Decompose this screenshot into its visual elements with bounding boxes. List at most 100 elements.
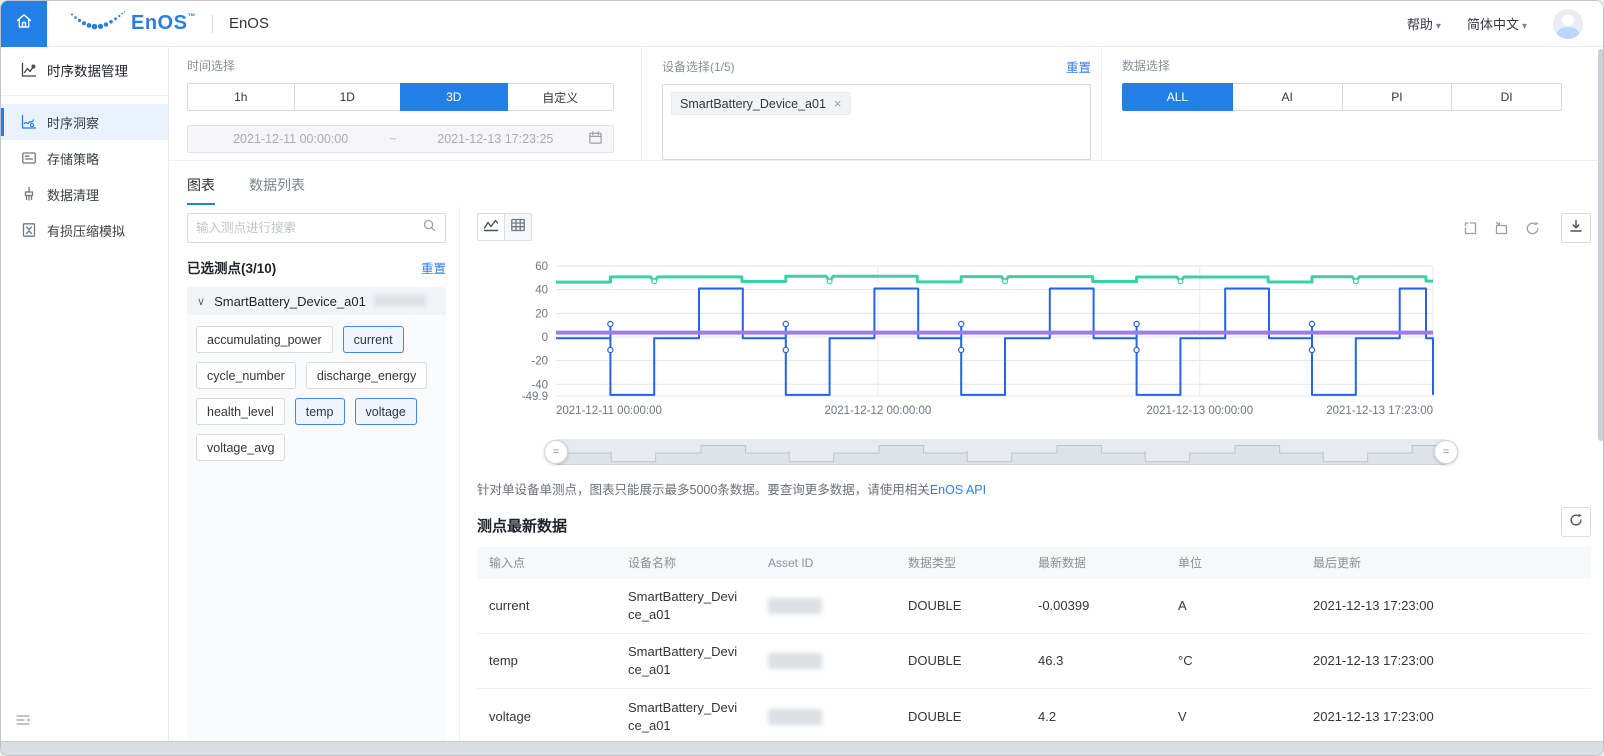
topbar-divider <box>211 14 213 33</box>
sidebar-item-3[interactable]: 数据清理 <box>1 176 168 212</box>
point-tag-health_level[interactable]: health_level <box>196 398 285 425</box>
sidebar-item-0[interactable]: 时序数据管理 <box>1 47 168 93</box>
device-select-box[interactable]: SmartBattery_Device_a01 × <box>662 84 1091 160</box>
cell-asset-id <box>756 708 896 725</box>
table-body: current SmartBattery_Device_a01 DOUBLE -0.0… <box>477 579 1591 743</box>
latest-data-title: 测点最新数据 <box>477 518 568 535</box>
point-tag-voltage_avg[interactable]: voltage_avg <box>196 434 286 461</box>
svg-text:2021-12-13 17:23:00: 2021-12-13 17:23:00 <box>1326 405 1433 417</box>
table-view-button[interactable] <box>504 213 532 241</box>
device-reset-link[interactable]: 重置 <box>1065 61 1091 75</box>
date-range-input[interactable]: 2021-12-11 00:00:00 ~ 2021-12-13 17:23:2… <box>187 125 614 153</box>
sidebar-item-2[interactable]: 存储策略 <box>1 140 168 176</box>
home-icon <box>14 11 34 36</box>
home-button[interactable] <box>1 1 47 47</box>
points-panel: 已选测点(3/10) 重置 ∨ SmartBattery_Device_a01 … <box>187 213 446 743</box>
redacted-text <box>373 295 426 307</box>
language-menu[interactable]: 简体中文 ▾ <box>1466 17 1527 32</box>
time-button-1h[interactable]: 1h <box>187 83 295 111</box>
brush-handle-left[interactable]: = <box>544 440 568 464</box>
tab-data-list[interactable]: 数据列表 <box>249 177 305 193</box>
time-button-1d[interactable]: 1D <box>293 83 401 111</box>
device-group-header[interactable]: ∨ SmartBattery_Device_a01 <box>187 287 446 315</box>
point-tag-cycle_number[interactable]: cycle_number <box>196 362 296 389</box>
time-button-3d[interactable]: 3D <box>400 83 508 111</box>
data-type-button-pi[interactable]: PI <box>1341 83 1453 111</box>
download-button[interactable] <box>1561 213 1591 243</box>
data-type-button-di[interactable]: DI <box>1451 83 1562 111</box>
download-icon <box>1568 218 1584 239</box>
redacted-asset-id <box>768 598 822 614</box>
line-chart-icon <box>483 217 499 238</box>
logo-trademark: ™ <box>187 12 196 21</box>
chart-brush: = = <box>544 439 1458 465</box>
data-type-button-group: ALL AI PI DI <box>1122 83 1562 111</box>
tab-bar: 图表 数据列表 <box>187 175 305 205</box>
device-select-section: 设备选择(1/5) 重置 SmartBattery_Device_a01 × <box>662 57 1091 160</box>
menu-fold-icon <box>15 715 31 732</box>
refresh-icon <box>1568 512 1584 533</box>
enos-logo: EnOS™ <box>69 8 196 39</box>
cell-unit: A <box>1178 598 1187 614</box>
topbar: EnOS™ EnOS 帮助 ▾ 简体中文 ▾ <box>1 1 1603 47</box>
time-button-自定义[interactable]: 自定义 <box>506 83 614 111</box>
point-tag-list: accumulating_power current cycle_number dis… <box>187 315 446 743</box>
refresh-chart-icon[interactable] <box>1524 220 1541 237</box>
latest-data-table: 输入点 设备名称 Asset ID 数据类型 最新数据 单位 最后更新 current Sma… <box>477 547 1591 743</box>
chevron-down-icon: ∨ <box>197 295 206 308</box>
equals-icon: = <box>1442 446 1450 458</box>
help-menu[interactable]: 帮助 ▾ <box>1406 17 1441 32</box>
cell-device-name: SmartBattery_Device_a01 <box>628 589 738 622</box>
section-divider <box>1101 47 1102 161</box>
section-divider <box>641 47 642 161</box>
user-avatar[interactable] <box>1553 8 1583 39</box>
svg-text:0: 0 <box>542 332 548 344</box>
filter-row: 时间选择 1h 1D 3D 自定义 2021-12-11 00:00:00 ~ 202… <box>169 47 1603 161</box>
window-bottom-edge <box>1 741 1603 755</box>
point-tag-temp[interactable]: temp <box>294 398 345 425</box>
point-tag-current[interactable]: current <box>342 326 404 353</box>
svg-text:60: 60 <box>535 261 548 273</box>
refresh-table-button[interactable] <box>1561 507 1591 537</box>
sidebar-item-1[interactable]: 时序洞察 <box>1 104 168 140</box>
cell-updated: 2021-12-13 17:23:00 <box>1313 598 1434 614</box>
collapse-sidebar-button[interactable] <box>15 712 31 733</box>
zoom-select-icon[interactable] <box>1462 220 1479 237</box>
calendar-icon <box>588 130 603 148</box>
timeseries-chart[interactable]: 60 40 20 0 -20 -40-49.9 2021-12-11 00:00:00 202… <box>477 251 1591 427</box>
table-row-temp: temp SmartBattery_Device_a01 DOUBLE 46.3 °C 2… <box>477 634 1591 689</box>
data-type-button-ai[interactable]: AI <box>1231 83 1343 111</box>
page-scrollbar[interactable] <box>1597 47 1603 743</box>
caret-down-icon: ▾ <box>1521 21 1527 32</box>
point-tag-voltage[interactable]: voltage <box>354 398 417 425</box>
sidebar-item-4[interactable]: 有损压缩模拟 <box>1 212 168 248</box>
points-reset-link[interactable]: 重置 <box>420 261 446 276</box>
point-tag-discharge_energy[interactable]: discharge_energy <box>305 362 428 389</box>
cell-asset-id <box>756 653 896 669</box>
logo-swoosh-icon <box>69 8 126 39</box>
time-select-label: 时间选择 <box>187 59 236 73</box>
brush-track[interactable] <box>556 439 1446 465</box>
data-type-button-all[interactable]: ALL <box>1122 83 1233 111</box>
cell-point-name: current <box>489 598 530 614</box>
table-row-current: current SmartBattery_Device_a01 DOUBLE -0.0… <box>477 579 1591 634</box>
enos-api-link[interactable]: EnOS API <box>929 483 987 497</box>
time-range-button-group: 1h 1D 3D 自定义 <box>187 83 614 111</box>
remove-tag-icon[interactable]: × <box>833 96 842 111</box>
chart-view-button[interactable] <box>477 213 505 241</box>
cell-point-name: temp <box>489 653 518 669</box>
range-end-value: 2021-12-13 17:23:25 <box>437 132 554 146</box>
brush-handle-right[interactable]: = <box>1434 440 1458 464</box>
sidebar-item-label: 存储策略 <box>47 151 100 167</box>
table-header-cell: 输入点 <box>489 555 526 570</box>
scrollbar-thumb[interactable] <box>1598 49 1603 441</box>
sidebar-divider <box>1 95 168 96</box>
sidebar: 时序数据管理时序洞察存储策略数据清理 有损压缩模拟 <box>1 47 169 743</box>
table-header-cell: 最新数据 <box>1038 555 1087 570</box>
point-tag-accumulating_power[interactable]: accumulating_power <box>196 326 333 353</box>
tab-chart[interactable]: 图表 <box>187 175 215 205</box>
point-search-input[interactable] <box>196 221 422 235</box>
zoom-reset-icon[interactable] <box>1493 220 1510 237</box>
table-header-cell: Asset ID <box>768 555 814 570</box>
